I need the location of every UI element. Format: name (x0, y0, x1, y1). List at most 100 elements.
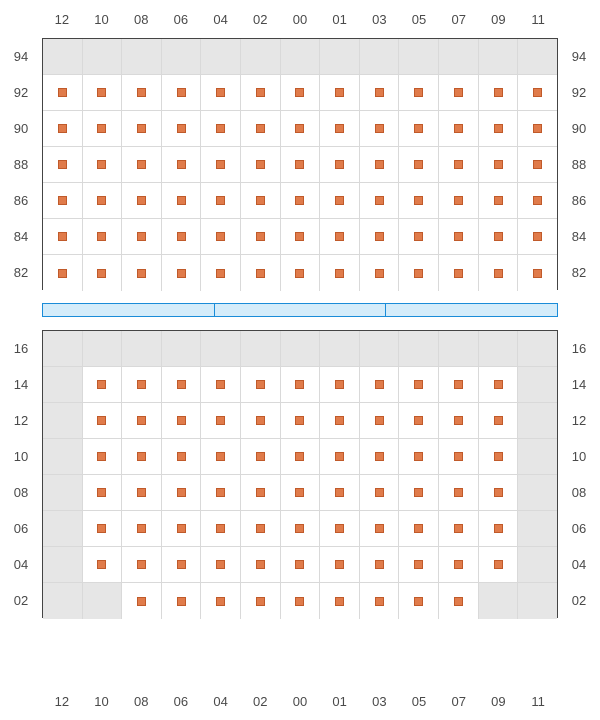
seat-cell[interactable] (360, 547, 400, 582)
seat-cell[interactable] (83, 255, 123, 291)
seat-cell[interactable] (162, 255, 202, 291)
seat-cell[interactable] (399, 75, 439, 110)
seat-cell[interactable] (399, 583, 439, 619)
seat-cell[interactable] (281, 367, 321, 402)
seat-cell[interactable] (479, 475, 519, 510)
seat-cell[interactable] (439, 367, 479, 402)
seat-cell[interactable] (479, 367, 519, 402)
seat-cell[interactable] (439, 255, 479, 291)
seat-cell[interactable] (43, 183, 83, 218)
seat-cell[interactable] (281, 403, 321, 438)
seat-cell[interactable] (201, 219, 241, 254)
seat-cell[interactable] (518, 219, 557, 254)
seat-cell[interactable] (122, 111, 162, 146)
seat-cell[interactable] (122, 219, 162, 254)
seat-cell[interactable] (122, 403, 162, 438)
seat-cell[interactable] (241, 367, 281, 402)
seat-cell[interactable] (360, 183, 400, 218)
seat-cell[interactable] (201, 403, 241, 438)
seat-cell[interactable] (320, 367, 360, 402)
seat-cell[interactable] (360, 147, 400, 182)
seat-cell[interactable] (320, 255, 360, 291)
seat-cell[interactable] (241, 475, 281, 510)
seat-cell[interactable] (241, 583, 281, 619)
seat-cell[interactable] (479, 111, 519, 146)
seat-cell[interactable] (241, 183, 281, 218)
seat-cell[interactable] (399, 547, 439, 582)
seat-cell[interactable] (281, 547, 321, 582)
seat-cell[interactable] (122, 439, 162, 474)
seat-cell[interactable] (83, 439, 123, 474)
seat-cell[interactable] (320, 111, 360, 146)
seat-cell[interactable] (83, 75, 123, 110)
seat-cell[interactable] (201, 367, 241, 402)
seat-cell[interactable] (320, 475, 360, 510)
seat-cell[interactable] (439, 183, 479, 218)
seat-cell[interactable] (162, 547, 202, 582)
seat-cell[interactable] (83, 511, 123, 546)
seat-cell[interactable] (241, 255, 281, 291)
seat-cell[interactable] (439, 219, 479, 254)
seat-cell[interactable] (43, 219, 83, 254)
seat-cell[interactable] (83, 475, 123, 510)
seat-cell[interactable] (162, 219, 202, 254)
seat-cell[interactable] (241, 547, 281, 582)
seat-cell[interactable] (43, 147, 83, 182)
seat-cell[interactable] (43, 111, 83, 146)
seat-cell[interactable] (281, 475, 321, 510)
seat-cell[interactable] (162, 403, 202, 438)
seat-cell[interactable] (518, 75, 557, 110)
seat-cell[interactable] (360, 475, 400, 510)
seat-cell[interactable] (162, 75, 202, 110)
seat-cell[interactable] (399, 219, 439, 254)
seat-cell[interactable] (162, 511, 202, 546)
seat-cell[interactable] (399, 475, 439, 510)
seat-cell[interactable] (122, 583, 162, 619)
seat-cell[interactable] (320, 511, 360, 546)
seat-cell[interactable] (122, 75, 162, 110)
seat-cell[interactable] (281, 147, 321, 182)
seat-cell[interactable] (122, 547, 162, 582)
seat-cell[interactable] (399, 255, 439, 291)
seat-cell[interactable] (241, 147, 281, 182)
seat-cell[interactable] (201, 111, 241, 146)
seat-cell[interactable] (479, 219, 519, 254)
seat-cell[interactable] (201, 511, 241, 546)
seat-cell[interactable] (479, 403, 519, 438)
seat-cell[interactable] (83, 547, 123, 582)
seat-cell[interactable] (439, 475, 479, 510)
seat-cell[interactable] (399, 511, 439, 546)
seat-cell[interactable] (320, 583, 360, 619)
seat-cell[interactable] (479, 183, 519, 218)
seat-cell[interactable] (439, 75, 479, 110)
seat-cell[interactable] (281, 255, 321, 291)
seat-cell[interactable] (122, 511, 162, 546)
seat-cell[interactable] (320, 75, 360, 110)
seat-cell[interactable] (83, 219, 123, 254)
seat-cell[interactable] (201, 547, 241, 582)
seat-cell[interactable] (360, 75, 400, 110)
seat-cell[interactable] (201, 255, 241, 291)
seat-cell[interactable] (479, 147, 519, 182)
seat-cell[interactable] (201, 583, 241, 619)
seat-cell[interactable] (320, 219, 360, 254)
seat-cell[interactable] (281, 511, 321, 546)
seat-cell[interactable] (439, 111, 479, 146)
seat-cell[interactable] (479, 511, 519, 546)
seat-cell[interactable] (439, 439, 479, 474)
seat-cell[interactable] (439, 147, 479, 182)
seat-cell[interactable] (320, 403, 360, 438)
seat-cell[interactable] (201, 183, 241, 218)
seat-cell[interactable] (518, 183, 557, 218)
seat-cell[interactable] (122, 475, 162, 510)
seat-cell[interactable] (241, 403, 281, 438)
seat-cell[interactable] (320, 147, 360, 182)
seat-cell[interactable] (360, 367, 400, 402)
seat-cell[interactable] (439, 403, 479, 438)
seat-cell[interactable] (43, 255, 83, 291)
seat-cell[interactable] (162, 583, 202, 619)
seat-cell[interactable] (281, 219, 321, 254)
seat-cell[interactable] (399, 439, 439, 474)
seat-cell[interactable] (241, 75, 281, 110)
seat-cell[interactable] (360, 219, 400, 254)
